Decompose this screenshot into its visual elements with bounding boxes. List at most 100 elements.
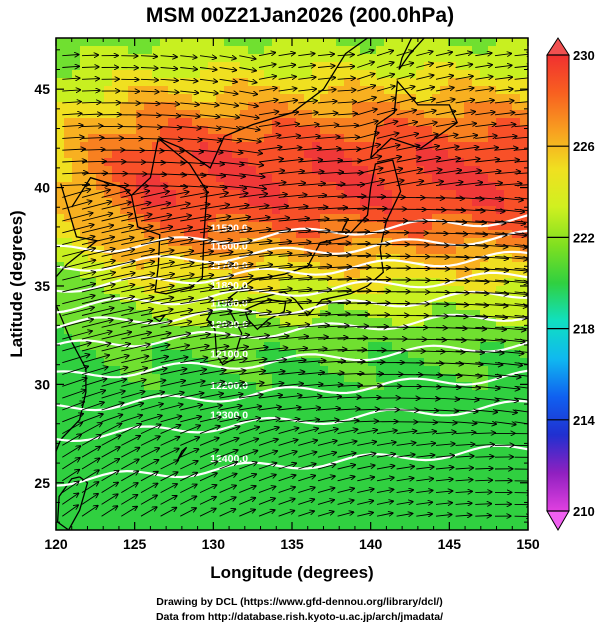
field-cell [312, 510, 321, 519]
field-cell [480, 390, 489, 399]
field-cell [456, 46, 465, 55]
field-cell [240, 78, 249, 87]
field-cell [424, 182, 433, 191]
wind-arrow [81, 506, 98, 517]
field-cell [392, 110, 401, 119]
field-cell [328, 110, 337, 119]
field-cell [256, 486, 265, 495]
field-cell [472, 318, 481, 327]
field-cell [280, 206, 289, 215]
field-cell [456, 390, 465, 399]
wind-arrow [396, 110, 417, 116]
field-cell [88, 126, 97, 135]
field-cell [112, 454, 121, 463]
wind-arrow [475, 124, 496, 127]
wind-arrow [180, 473, 197, 482]
wind-arrow [121, 495, 137, 505]
field-cell [248, 142, 257, 151]
field-cell [80, 230, 89, 239]
field-cell [424, 78, 433, 87]
field-cell [424, 134, 433, 143]
field-cell [488, 350, 497, 359]
wind-arrow [219, 185, 247, 189]
wind-arrow [475, 410, 497, 412]
field-cell [408, 150, 417, 159]
field-cell [520, 382, 528, 391]
wind-arrow [180, 299, 212, 305]
field-cell [56, 230, 65, 239]
wind-arrow [140, 162, 165, 163]
field-cell [480, 446, 489, 455]
field-cell [320, 158, 329, 167]
field-cell [272, 102, 281, 111]
wind-arrow [81, 202, 111, 210]
field-cell [304, 222, 313, 231]
field-cell [320, 46, 329, 55]
field-cell [256, 502, 265, 511]
field-cell [216, 174, 225, 183]
field-cell [240, 38, 249, 47]
field-cell [464, 454, 473, 463]
field-cell [352, 54, 361, 63]
field-cell [448, 62, 457, 71]
field-cell [432, 54, 441, 63]
field-cell [344, 526, 353, 530]
field-cell [192, 46, 201, 55]
field-cell [384, 134, 393, 143]
wind-arrow [101, 238, 134, 246]
field-cell [216, 494, 225, 503]
field-cell [104, 510, 113, 519]
field-cell [80, 126, 89, 135]
field-cell [432, 494, 441, 503]
wind-arrow [475, 398, 498, 400]
field-cell [360, 318, 369, 327]
field-cell [376, 286, 385, 295]
field-cell [304, 398, 313, 407]
field-cell [360, 134, 369, 143]
wind-arrow [435, 182, 463, 187]
field-cell [80, 206, 89, 215]
field-cell [144, 462, 153, 471]
field-cell [424, 526, 433, 530]
field-cell [128, 422, 137, 431]
field-cell [240, 62, 249, 71]
field-cell [472, 446, 481, 455]
field-cell [520, 342, 528, 351]
field-cell [376, 310, 385, 319]
wind-arrow [278, 407, 301, 410]
field-cell [152, 510, 161, 519]
field-cell [256, 454, 265, 463]
wind-arrow [101, 435, 121, 446]
field-cell [352, 102, 361, 111]
wind-arrow [258, 182, 286, 187]
field-cell [440, 526, 449, 530]
field-cell [184, 518, 193, 527]
wind-arrow [101, 214, 132, 222]
field-cell [104, 206, 113, 215]
wind-arrow [357, 121, 378, 128]
field-cell [296, 430, 305, 439]
field-cell [464, 518, 473, 527]
field-cell [328, 310, 337, 319]
field-cell [192, 70, 201, 79]
wind-arrow [435, 456, 454, 458]
wind-arrow [258, 147, 282, 151]
field-cell [208, 110, 217, 119]
wind-arrow [317, 361, 345, 363]
field-cell [488, 318, 497, 327]
colorbar-tick-label: 218 [573, 322, 595, 337]
field-cell [248, 46, 257, 55]
wind-arrow [219, 438, 239, 446]
field-cell [216, 86, 225, 95]
field-cell [440, 46, 449, 55]
field-cell [208, 278, 217, 287]
wind-arrow [298, 325, 329, 327]
field-cell [224, 374, 233, 383]
field-cell [248, 190, 257, 199]
field-cell [224, 446, 233, 455]
field-cell [320, 246, 329, 255]
field-cell [80, 462, 89, 471]
field-cell [384, 86, 393, 95]
field-cell [96, 214, 105, 223]
field-cell [312, 518, 321, 527]
